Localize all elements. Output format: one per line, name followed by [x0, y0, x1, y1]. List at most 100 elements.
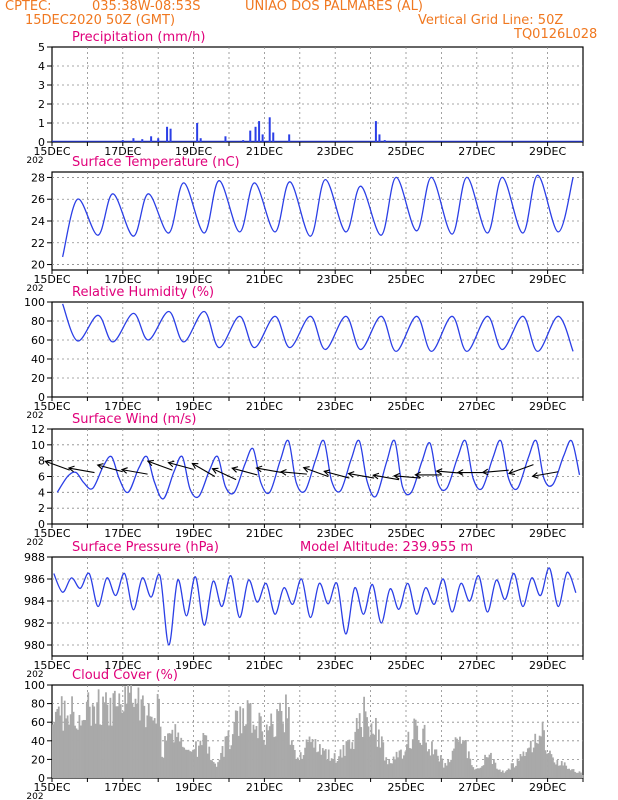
- wind-arrow-shaft: [324, 470, 350, 479]
- cloud-bar: [357, 728, 360, 778]
- cloud-bar: [335, 762, 337, 778]
- cloud-bar: [292, 744, 295, 778]
- humidity-ytick-label: 100: [24, 296, 45, 309]
- cloud-bar: [71, 696, 73, 778]
- cloud-bar: [227, 730, 230, 778]
- cloud-bar: [180, 737, 183, 778]
- cloud-bar: [321, 748, 324, 778]
- cloud-bar: [323, 750, 326, 778]
- cloud-bar: [429, 755, 432, 778]
- cloud-ytick-label: 80: [31, 698, 45, 711]
- cloud-bar: [438, 761, 441, 778]
- cloud-bar: [507, 768, 510, 778]
- cloud-bar: [267, 730, 270, 778]
- cloud-bar: [87, 692, 90, 778]
- cloud-bar: [313, 747, 315, 778]
- cloud-bar: [400, 749, 402, 778]
- cloud-bar: [66, 715, 69, 778]
- wind-arrow-head: [323, 469, 331, 476]
- cloud-bar: [224, 736, 227, 778]
- cloud-bar: [113, 690, 116, 778]
- wind-arrow-head: [507, 468, 516, 475]
- wind-arrow-head: [96, 463, 104, 470]
- cloud-bar: [352, 749, 355, 778]
- cloud-bar: [108, 725, 110, 778]
- cloud-xtick-label: 19DEC: [175, 781, 212, 794]
- cloud-bar: [360, 727, 363, 778]
- cloud-bar: [156, 693, 159, 778]
- cloud-bar: [379, 747, 382, 778]
- cloud-bar: [165, 740, 168, 778]
- temperature-xtick-label: 27DEC: [458, 273, 495, 286]
- cloud-ytick-label: 40: [31, 735, 45, 748]
- wind-arrow-shaft: [45, 460, 70, 471]
- cloud-bar: [563, 762, 566, 778]
- cloud-bar: [193, 749, 196, 778]
- cloud-bar: [237, 735, 240, 778]
- humidity-year-label: 202: [26, 411, 43, 421]
- cloud-bar: [329, 760, 332, 778]
- wind-arrow-shaft: [212, 468, 237, 481]
- cloud-bar: [53, 721, 56, 778]
- wind-arrow-shaft: [394, 475, 421, 479]
- cloud-bar: [189, 751, 191, 778]
- temperature-xtick-label: 29DEC: [529, 273, 566, 286]
- cloud-bar: [218, 759, 221, 778]
- cloud-bar: [540, 736, 542, 778]
- cloud-bar: [537, 743, 540, 778]
- cloud-bar: [174, 724, 177, 778]
- cloud-bar: [158, 698, 160, 778]
- cloud-bar: [290, 740, 293, 778]
- cloud-bar: [526, 748, 529, 778]
- cloud-bar: [394, 759, 396, 778]
- cloud-bar: [422, 728, 424, 778]
- wind-arrow-shaft: [508, 464, 534, 475]
- humidity-xtick-label: 15DEC: [33, 400, 70, 413]
- pressure-xtick-label: 29DEC: [529, 659, 566, 672]
- cloud-bar: [553, 762, 556, 778]
- cloud-bar: [97, 689, 100, 778]
- cloud-bar: [164, 735, 166, 778]
- cloud-bar: [96, 702, 99, 778]
- cloud-bar: [183, 747, 186, 778]
- cloud-bar: [543, 730, 545, 778]
- cloud-bar: [500, 771, 503, 778]
- cloud-bar: [566, 768, 569, 778]
- cloud-bar: [469, 758, 472, 778]
- cloud-bar: [450, 759, 453, 778]
- cloud-bar: [271, 724, 274, 778]
- temperature-line: [61, 174, 574, 258]
- cloud-bar: [342, 745, 345, 778]
- cloud-bar: [369, 736, 371, 778]
- cloud-bar: [501, 770, 504, 778]
- precip-bar: [383, 140, 386, 142]
- wind-arrow-head: [191, 462, 199, 469]
- wind-arrow-head: [435, 468, 443, 475]
- cloud-bar: [391, 763, 394, 778]
- cloud-bar: [385, 757, 388, 778]
- wind-arrow-head: [279, 468, 287, 476]
- wind-arrow-shaft: [348, 473, 375, 479]
- humidity-title: Relative Humidity (%): [72, 285, 214, 300]
- cloud-bar: [344, 755, 346, 778]
- cloud-ytick-label: 0: [38, 772, 45, 785]
- cloud-bar: [150, 716, 153, 778]
- cloud-bar: [192, 749, 194, 778]
- cloud-bar: [432, 754, 435, 778]
- cloud-bar: [246, 700, 249, 778]
- model-altitude-label: Model Altitude: 239.955 m: [300, 540, 473, 555]
- temperature-xtick-label: 21DEC: [246, 273, 283, 286]
- cloud-bar: [277, 711, 280, 778]
- wind-arrow-shaft: [482, 469, 509, 473]
- cloud-bar: [525, 752, 528, 778]
- cloud-bar: [178, 741, 181, 778]
- cloud-bar: [295, 758, 298, 778]
- cloud-bar: [111, 725, 113, 778]
- wind-arrow-shaft: [256, 467, 283, 474]
- cloud-bar: [408, 748, 411, 778]
- humidity-xtick-label: 27DEC: [458, 400, 495, 413]
- precip-bar: [150, 136, 153, 142]
- humidity-ytick-label: 80: [31, 315, 45, 328]
- cloud-bar: [370, 723, 373, 778]
